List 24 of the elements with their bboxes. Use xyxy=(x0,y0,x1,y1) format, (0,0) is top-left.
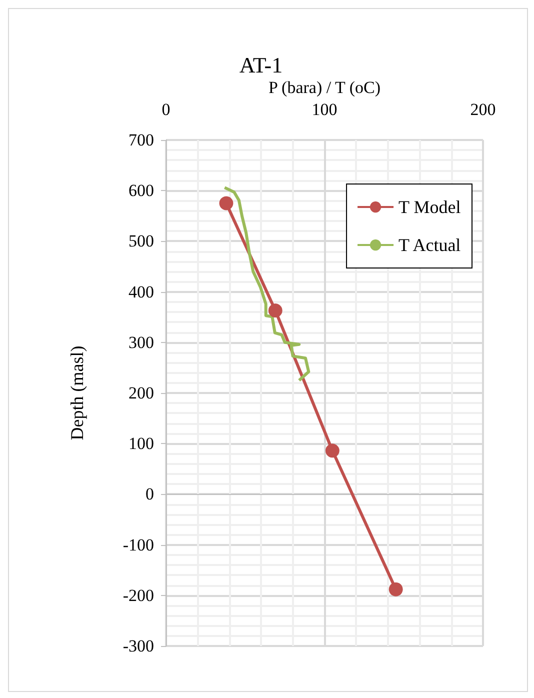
legend-label: T Model xyxy=(398,197,461,217)
y-tick-label: 500 xyxy=(128,232,154,251)
y-tick-label: -100 xyxy=(122,535,154,554)
line-series xyxy=(223,186,310,382)
point xyxy=(388,582,403,596)
y-tick-label: 100 xyxy=(128,434,154,454)
x-tick-label: 200 xyxy=(470,100,496,119)
point xyxy=(268,304,282,318)
x-tick-label: 100 xyxy=(312,100,338,119)
y-axis-title: Depth (masl) xyxy=(67,346,87,440)
y-tick-label: -200 xyxy=(122,586,154,605)
x-axis-title: P (bara) / T (oC) xyxy=(268,78,381,98)
y-tick-label: -300 xyxy=(122,636,154,656)
y-tick-label: 200 xyxy=(128,384,154,402)
y-tick-label: 600 xyxy=(128,181,154,200)
legend-label: T Actual xyxy=(398,235,461,255)
y-tick-label: 700 xyxy=(128,130,154,150)
point xyxy=(219,196,234,210)
chart-title: AT-1 xyxy=(239,52,283,78)
y-tick-label: 400 xyxy=(128,282,154,302)
y-tick-label: 300 xyxy=(128,332,154,352)
point xyxy=(325,444,340,458)
x-tick-label: 0 xyxy=(162,100,170,119)
y-tick-label: 0 xyxy=(146,484,154,504)
